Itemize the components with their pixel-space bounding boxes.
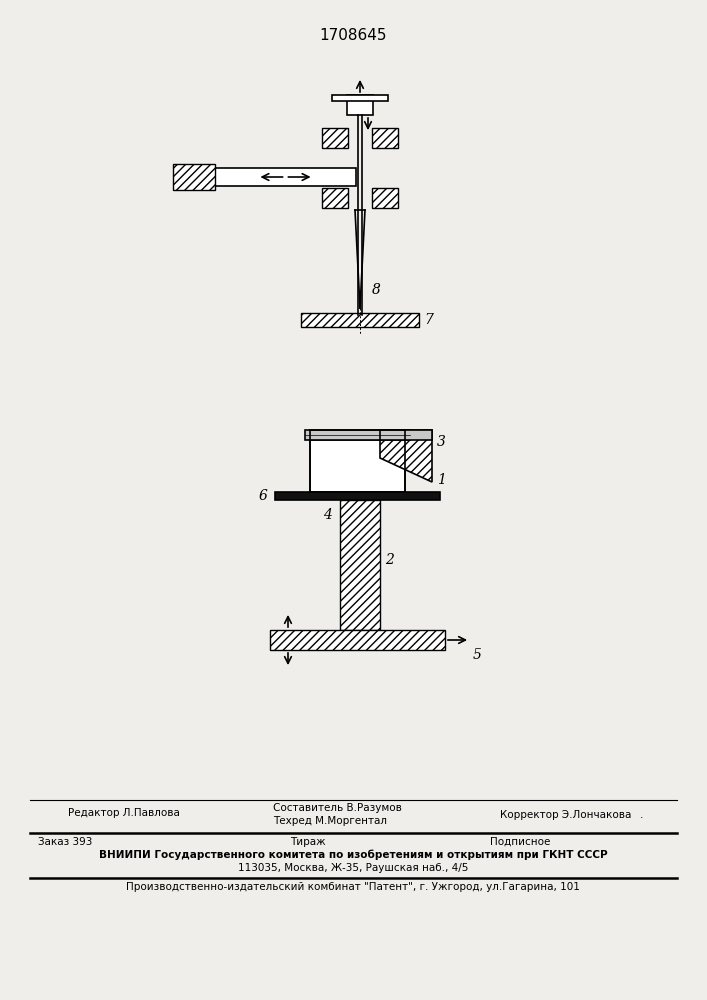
Bar xyxy=(380,430,432,440)
Text: Тираж: Тираж xyxy=(290,837,326,847)
Text: Производственно-издательский комбинат "Патент", г. Ужгород, ул.Гагарина, 101: Производственно-издательский комбинат "П… xyxy=(126,882,580,892)
Bar xyxy=(301,313,419,327)
Text: Техред М.Моргентал: Техред М.Моргентал xyxy=(273,816,387,826)
Text: 5: 5 xyxy=(473,648,482,662)
Text: Редактор Л.Павлова: Редактор Л.Павлова xyxy=(68,808,180,818)
Bar xyxy=(310,430,405,492)
Text: Заказ 393: Заказ 393 xyxy=(38,837,93,847)
Text: Подписное: Подписное xyxy=(490,837,550,847)
Bar xyxy=(322,128,348,148)
Bar xyxy=(310,440,405,492)
Bar xyxy=(275,492,440,500)
Text: 7: 7 xyxy=(424,313,433,327)
Bar xyxy=(340,500,380,630)
Bar xyxy=(173,164,215,190)
Text: ВНИИПИ Государственного комитета по изобретениям и открытиям при ГКНТ СССР: ВНИИПИ Государственного комитета по изоб… xyxy=(99,850,607,860)
Text: 2: 2 xyxy=(385,553,394,567)
Bar xyxy=(270,630,445,650)
Text: 113035, Москва, Ж-35, Раушская наб., 4/5: 113035, Москва, Ж-35, Раушская наб., 4/5 xyxy=(238,863,468,873)
Text: 1708645: 1708645 xyxy=(320,28,387,43)
Bar xyxy=(322,188,348,208)
Bar xyxy=(215,168,356,186)
Text: 1: 1 xyxy=(437,473,446,487)
Text: 3: 3 xyxy=(437,435,446,449)
Bar xyxy=(347,95,373,115)
Bar xyxy=(372,188,398,208)
Polygon shape xyxy=(380,430,432,482)
Text: 6: 6 xyxy=(258,489,267,503)
Bar xyxy=(305,430,410,440)
Text: Составитель В.Разумов: Составитель В.Разумов xyxy=(273,803,402,813)
Text: 8: 8 xyxy=(372,283,381,297)
Bar xyxy=(372,128,398,148)
Text: Корректор Э.Лончакова: Корректор Э.Лончакова xyxy=(500,810,631,820)
Bar xyxy=(332,95,388,101)
Text: .: . xyxy=(640,810,643,820)
Text: 4: 4 xyxy=(323,508,332,522)
